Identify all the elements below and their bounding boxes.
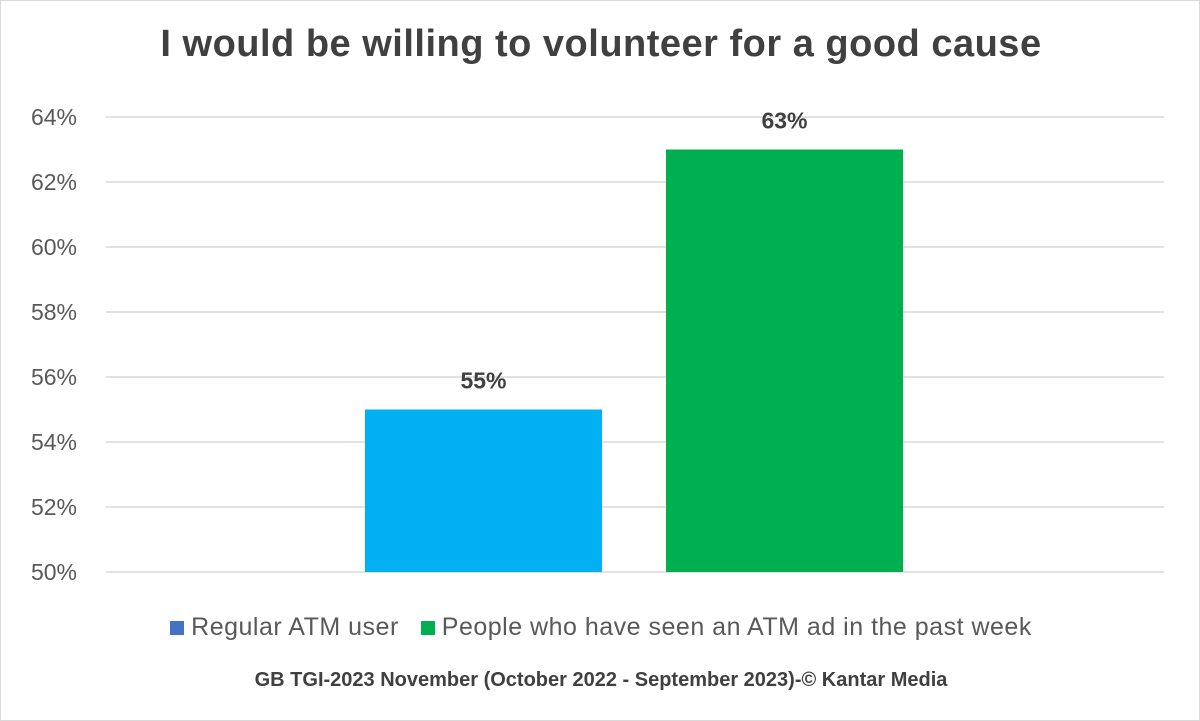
y-tick-label: 60% (31, 234, 77, 260)
y-tick-label: 56% (31, 364, 77, 390)
source-note: GB TGI-2023 November (October 2022 - Sep… (254, 669, 948, 691)
y-tick-label: 58% (31, 299, 77, 325)
y-tick-label: 52% (31, 494, 77, 520)
y-tick-label: 50% (31, 559, 77, 585)
legend-item-regular-atm-user: Regular ATM user (170, 613, 399, 642)
chart-title: I would be willing to volunteer for a go… (160, 23, 1042, 65)
bar-regular-atm-user (365, 409, 602, 572)
legend-swatch-seen-atm-ad (420, 620, 435, 635)
data-label-seen-atm-ad: 63% (761, 108, 807, 134)
bar-seen-atm-ad (666, 149, 903, 572)
legend-swatch-regular-atm-user (170, 620, 185, 635)
data-label-regular-atm-user: 55% (460, 368, 506, 394)
y-tick-label: 64% (31, 104, 77, 130)
legend-label-seen-atm-ad: People who have seen an ATM ad in the pa… (441, 613, 1032, 641)
legend-item-seen-atm-ad: People who have seen an ATM ad in the pa… (420, 613, 1032, 642)
legend-label-regular-atm-user: Regular ATM user (191, 613, 399, 641)
y-tick-label: 62% (31, 169, 77, 195)
legend: Regular ATM user People who have seen an… (1, 613, 1200, 642)
plot-area: 50% 52% 54% 56% 58% 60% 62% 64% 55% 63% (31, 104, 1164, 585)
y-tick-label: 54% (31, 429, 77, 455)
